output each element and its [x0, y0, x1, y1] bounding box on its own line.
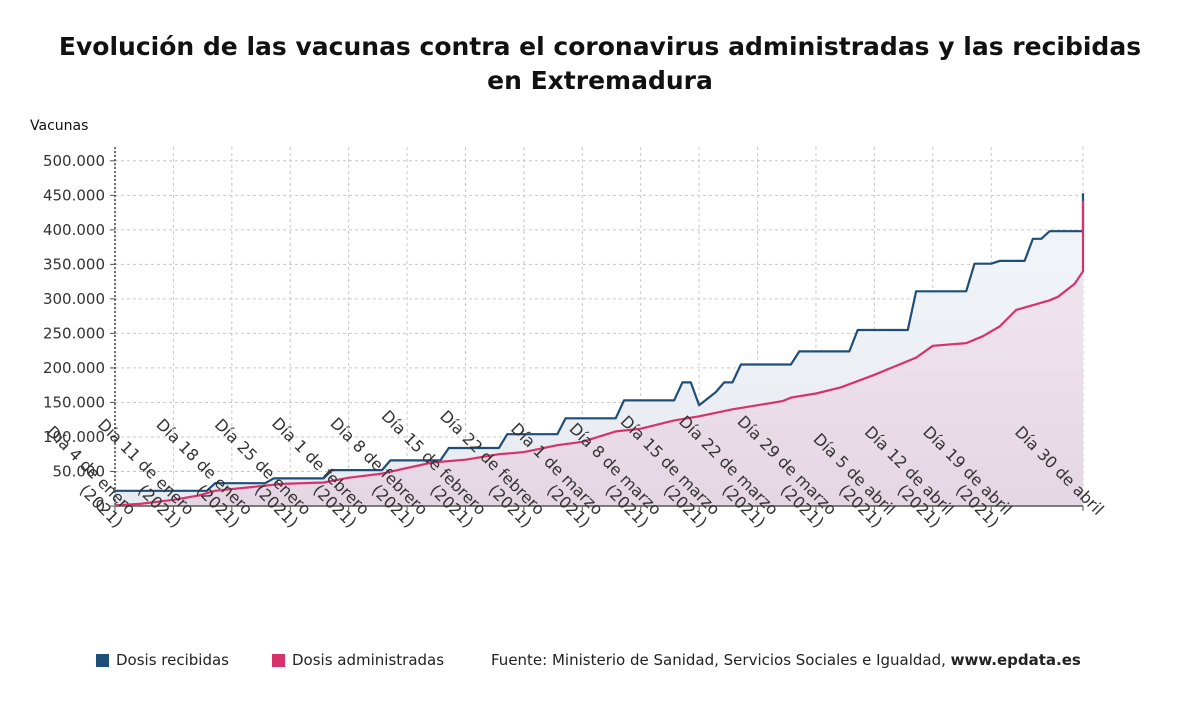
source-note: Fuente: Ministerio de Sanidad, Servicios…: [491, 651, 1081, 669]
legend-item-received: Dosis recibidas: [96, 651, 229, 669]
y-tick-label: 350.000: [43, 255, 105, 273]
series-areas: [115, 193, 1083, 507]
y-tick-label: 250.000: [43, 324, 105, 342]
legend-label-received: Dosis recibidas: [116, 651, 229, 669]
series-lines: [114, 193, 1085, 507]
legend-item-administered: Dosis administradas: [272, 651, 444, 669]
legend-label-administered: Dosis administradas: [292, 651, 445, 669]
y-axis-ticks: 0 50.000 100.000 150.000 200.000 250.000 300.0…: [43, 152, 105, 515]
axes: [110, 147, 1084, 511]
y-tick-label: 200.000: [43, 359, 105, 377]
legend-swatch-received: [96, 653, 109, 667]
source-text: Fuente: Ministerio de Sanidad, Servicios…: [491, 651, 946, 669]
y-tick-label: 50.000: [53, 462, 106, 480]
y-tick-label: 450.000: [43, 186, 105, 204]
chart-title: Evolución de las vacunas contra el coron…: [58, 32, 1142, 95]
source-site: www.epdata.es: [950, 651, 1081, 669]
series-line-administered: [114, 200, 1085, 507]
chart-footer: Dosis recibidas Dosis administradas Fuen…: [96, 651, 1156, 671]
y-tick-label: 150.000: [43, 393, 105, 411]
y-tick-label: 400.000: [43, 221, 105, 239]
y-axis-title: Vacunas: [30, 118, 89, 134]
y-tick-label: 500.000: [43, 152, 105, 170]
line-chart: 0 50.000 100.000 150.000 200.000 250.000 300.0…: [43, 147, 1108, 532]
series-line-received: [115, 193, 1085, 492]
legend-swatch-administered: [272, 653, 285, 667]
y-tick-label: 300.000: [43, 290, 105, 308]
area-administered: [115, 200, 1083, 506]
y-tick-label: 100.000: [43, 428, 105, 446]
y-tick-label: 0: [95, 497, 105, 515]
